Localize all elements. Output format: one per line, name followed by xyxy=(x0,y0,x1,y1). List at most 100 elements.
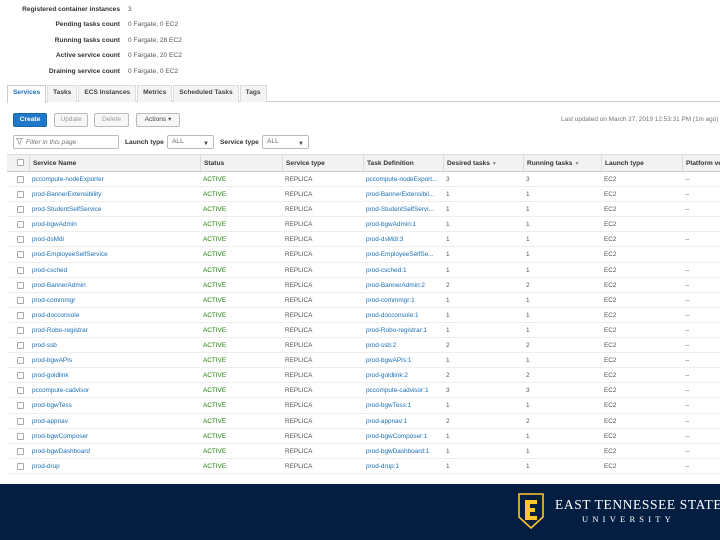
task-definition-link[interactable]: pccompute-cadvisor:1 xyxy=(366,387,429,395)
service-type-text: REPLICA xyxy=(285,462,313,470)
tab-services[interactable]: Services xyxy=(7,85,47,103)
row-checkbox[interactable] xyxy=(17,221,24,229)
service-name-link[interactable]: prod-StudentSelfService xyxy=(32,206,102,214)
service-name-link[interactable]: prod-goldlink xyxy=(32,372,69,380)
task-definition-link[interactable]: prod-bgwComposer:1 xyxy=(366,432,428,440)
brand-line-1: EAST TENNESSEE STATE xyxy=(555,497,720,512)
row-checkbox[interactable] xyxy=(17,447,24,455)
filter-input[interactable] xyxy=(13,135,119,149)
row-checkbox[interactable] xyxy=(17,206,24,214)
column-header[interactable]: Service type xyxy=(282,155,363,173)
task-definition-link[interactable]: prod-BannerExtensibil... xyxy=(366,191,435,199)
task-definition-link[interactable]: prod-dsMdi:3 xyxy=(366,236,404,244)
service-name-link[interactable]: pccompute-cadvisor xyxy=(32,387,90,395)
delete-button[interactable]: Delete xyxy=(94,113,129,127)
column-header-label: Task Definition xyxy=(367,160,414,167)
row-checkbox[interactable] xyxy=(17,176,24,183)
summary-label: Registered container instances xyxy=(22,6,120,13)
service-type-text: REPLICA xyxy=(285,236,313,244)
row-checkbox[interactable] xyxy=(17,342,24,350)
tab-ecs-instances[interactable]: ECS Instances xyxy=(78,85,137,102)
desired-tasks-text: 2 xyxy=(446,342,450,350)
service-name-link[interactable]: prod-csched xyxy=(32,266,68,274)
launch-type-select[interactable]: ALL ▼ xyxy=(167,135,214,149)
service-name-link[interactable]: prod-BannerAdmin xyxy=(32,281,86,289)
launch-type-text: EC2 xyxy=(604,432,617,440)
task-definition-link[interactable]: prod-StudentSelfServi... xyxy=(366,206,434,214)
service-name-link[interactable]: prod-bgwAPIs xyxy=(32,357,73,365)
service-name-link[interactable]: prod-bgwComposer xyxy=(32,432,89,440)
service-name-link[interactable]: prod-bgwAdmin xyxy=(32,221,77,229)
tab-tasks[interactable]: Tasks xyxy=(47,85,78,102)
task-definition-link[interactable]: prod-bgwDashboard:1 xyxy=(366,447,430,455)
row-checkbox[interactable] xyxy=(17,357,24,365)
row-checkbox[interactable] xyxy=(17,236,24,244)
task-definition-link[interactable]: prod-csched:1 xyxy=(366,266,407,274)
desired-tasks-text: 1 xyxy=(446,221,450,229)
task-definition-link[interactable]: prod-drup:1 xyxy=(366,462,400,470)
task-definition-link[interactable]: prod-bgwTess:1 xyxy=(366,402,412,410)
caret-down-icon: ▾ xyxy=(168,116,172,123)
task-definition-link[interactable]: prod-goldlink:2 xyxy=(366,372,408,380)
platform-version-text: -- xyxy=(685,417,690,425)
row-checkbox[interactable] xyxy=(17,266,24,274)
running-tasks-text: 2 xyxy=(526,372,530,380)
tab-tags[interactable]: Tags xyxy=(239,85,267,102)
task-definition-link[interactable]: prod-Robo-registrar:1 xyxy=(366,326,428,334)
task-definition-link[interactable]: prod-appnav:1 xyxy=(366,417,408,425)
row-checkbox[interactable] xyxy=(17,417,24,425)
column-header[interactable]: Status xyxy=(200,155,282,173)
column-header[interactable]: Task Definition xyxy=(363,155,443,173)
service-type-select[interactable]: ALL ▼ xyxy=(262,135,309,149)
row-checkbox[interactable] xyxy=(17,326,24,334)
row-checkbox[interactable] xyxy=(17,402,24,410)
table-row: prod-bgwAdmin ACTIVE REPLICA prod-bgwAdmin:… xyxy=(7,217,720,233)
row-checkbox[interactable] xyxy=(17,432,24,440)
service-name-link[interactable]: prod-drup xyxy=(32,462,60,470)
create-button[interactable]: Create xyxy=(13,113,47,127)
column-header[interactable]: Desired tasks ▼ xyxy=(443,155,523,173)
select-all-checkbox[interactable] xyxy=(17,159,24,166)
summary-row: Draining service count 0 Fargate, 0 EC2 xyxy=(0,66,300,81)
row-checkbox[interactable] xyxy=(17,281,24,289)
task-definition-link[interactable]: prod-EmployeeSelfSe... xyxy=(366,251,434,259)
service-name-link[interactable]: pccompute-nodeExporter xyxy=(32,176,104,183)
task-definition-link[interactable]: pccompute-nodeExport... xyxy=(366,176,438,183)
row-checkbox[interactable] xyxy=(17,191,24,199)
row-checkbox[interactable] xyxy=(17,462,24,470)
service-name-link[interactable]: prod-dsMdi xyxy=(32,236,64,244)
service-name-link[interactable]: prod-BannerExtensibility xyxy=(32,191,102,199)
service-name-link[interactable]: prod-EmployeeSelfService xyxy=(32,251,108,259)
row-checkbox[interactable] xyxy=(17,296,24,304)
table-row: prod-bgwTess ACTIVE REPLICA prod-bgwTess:1 1… xyxy=(7,398,720,414)
update-button[interactable]: Update xyxy=(54,113,88,127)
service-name-link[interactable]: prod-appnav xyxy=(32,417,68,425)
row-checkbox[interactable] xyxy=(17,387,24,395)
service-name-link[interactable]: prod-ssb xyxy=(32,342,57,350)
launch-type-value: ALL xyxy=(172,138,184,145)
actions-dropdown[interactable]: Actions ▾ xyxy=(136,113,180,127)
desired-tasks-text: 3 xyxy=(446,387,450,395)
task-definition-link[interactable]: prod-docconsole:1 xyxy=(366,311,419,319)
tab-metrics[interactable]: Metrics xyxy=(137,85,173,102)
row-checkbox[interactable] xyxy=(17,311,24,319)
column-header[interactable]: Running tasks ▼ xyxy=(523,155,601,173)
service-name-link[interactable]: prod-Robo-registrar xyxy=(32,326,88,334)
service-name-link[interactable]: prod-bgwTess xyxy=(32,402,72,410)
task-definition-link[interactable]: prod-BannerAdmin:2 xyxy=(366,281,425,289)
task-definition-link[interactable]: prod-commmgr:1 xyxy=(366,296,415,304)
service-name-link[interactable]: prod-docconsole xyxy=(32,311,80,319)
row-checkbox[interactable] xyxy=(17,251,24,259)
task-definition-link[interactable]: prod-ssb:2 xyxy=(366,342,397,350)
service-name-link[interactable]: prod-commmgr xyxy=(32,296,76,304)
row-checkbox[interactable] xyxy=(17,372,24,380)
tab-scheduled-tasks[interactable]: Scheduled Tasks xyxy=(173,85,239,102)
column-header[interactable]: Platform version xyxy=(682,155,720,173)
table-header: Service Name Status Service type Task Defin… xyxy=(7,154,720,173)
column-header[interactable]: Launch type xyxy=(601,155,682,173)
running-tasks-text: 1 xyxy=(526,447,530,455)
service-name-link[interactable]: prod-bgwDashboard xyxy=(32,447,90,455)
task-definition-link[interactable]: prod-bgwAPIs:1 xyxy=(366,357,412,365)
task-definition-link[interactable]: prod-bgwAdmin:1 xyxy=(366,221,417,229)
column-header[interactable]: Service Name xyxy=(29,155,200,173)
